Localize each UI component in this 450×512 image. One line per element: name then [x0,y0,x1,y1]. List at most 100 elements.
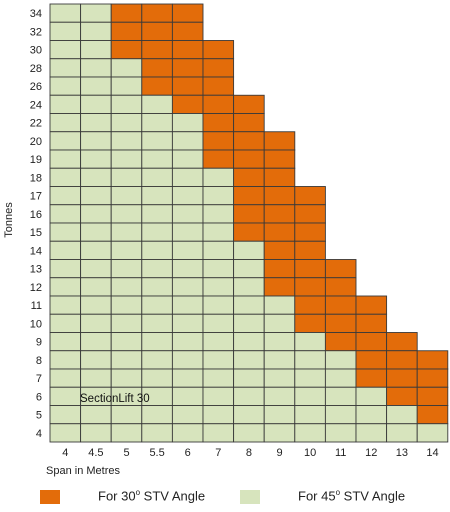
x-tick-label: 11 [335,447,346,459]
x-tick-label: 4 [62,447,68,459]
cell-14m-6t [416,386,449,406]
cell-13m-6t [386,386,418,406]
cell-9m-10t [263,313,296,333]
cell-6m-15t [171,222,204,242]
y-tick-label: 7 [36,373,42,385]
cell-4m-13t [49,259,82,279]
chart-cells [49,3,449,443]
cell-10m-11t [294,295,326,315]
cell-6m-20t [171,131,204,151]
cell-7m-30t [202,40,235,60]
cell-8m-10t [233,313,265,333]
y-tick-label: 6 [36,391,42,403]
cell-10m-4t [294,423,326,443]
cell-10m-9t [294,332,326,352]
cell-5m-34t [110,3,143,23]
cell-4.5m-11t [80,295,112,315]
cell-5.5m-19t [141,149,173,169]
cell-6m-8t [171,350,204,370]
cell-6m-7t [171,368,204,388]
cell-4.5m-5t [80,405,112,425]
cell-6m-9t [171,332,204,352]
cell-12m-9t [355,332,388,352]
cell-13m-5t [386,405,418,425]
cell-5m-28t [110,58,143,78]
cell-7m-26t [202,76,235,96]
cell-4.5m-19t [80,149,112,169]
cell-4m-20t [49,131,82,151]
cell-5m-7t [110,368,143,388]
cell-6m-4t [171,423,204,443]
cell-11m-12t [324,277,357,297]
cell-11m-4t [324,423,357,443]
cell-8m-7t [233,368,265,388]
cell-6m-12t [171,277,204,297]
cell-12m-4t [355,423,388,443]
y-tick-label: 9 [36,337,42,349]
cell-7m-5t [202,405,235,425]
cell-6m-28t [171,58,204,78]
cell-4.5m-34t [80,3,112,23]
cell-12m-6t [355,386,388,406]
cell-13m-7t [386,368,418,388]
chart-legend: For 30o STV Angle For 45o STV Angle [0,486,450,512]
cell-12m-8t [355,350,388,370]
cell-5.5m-13t [141,259,173,279]
cell-6m-30t [171,40,204,60]
cell-5.5m-28t [141,58,173,78]
cell-7m-9t [202,332,235,352]
cell-4m-16t [49,204,82,224]
cell-9m-5t [263,405,296,425]
cell-9m-12t [263,277,296,297]
cell-5m-15t [110,222,143,242]
cell-9m-19t [263,149,296,169]
cell-11m-7t [324,368,357,388]
cell-4m-7t [49,368,82,388]
cell-4m-24t [49,94,82,114]
cell-5m-22t [110,113,143,133]
cell-4m-30t [49,40,82,60]
y-tick-label: 24 [30,99,42,111]
cell-7m-10t [202,313,235,333]
cell-5.5m-14t [141,240,173,260]
cell-5m-19t [110,149,143,169]
cell-4.5m-24t [80,94,112,114]
cell-5.5m-4t [141,423,173,443]
cell-7m-17t [202,186,235,206]
cell-9m-18t [263,167,296,187]
cell-7m-28t [202,58,235,78]
cell-11m-5t [324,405,357,425]
cell-4.5m-8t [80,350,112,370]
cell-5m-26t [110,76,143,96]
cell-5.5m-26t [141,76,173,96]
cell-5m-20t [110,131,143,151]
cell-4.5m-28t [80,58,112,78]
cell-13m-9t [386,332,418,352]
cell-7m-12t [202,277,235,297]
cell-7m-15t [202,222,235,242]
cell-4.5m-18t [80,167,112,187]
cell-5m-17t [110,186,143,206]
cell-8m-17t [233,186,265,206]
cell-10m-17t [294,186,326,206]
cell-6m-5t [171,405,204,425]
cell-4.5m-26t [80,76,112,96]
cell-14m-8t [416,350,449,370]
cell-9m-7t [263,368,296,388]
cell-9m-9t [263,332,296,352]
y-tick-label: 14 [30,245,42,257]
cell-5.5m-9t [141,332,173,352]
cell-5.5m-10t [141,313,173,333]
cell-14m-4t [416,423,449,443]
cell-5.5m-5t [141,405,173,425]
cell-10m-16t [294,204,326,224]
cell-8m-4t [233,423,265,443]
cell-7m-14t [202,240,235,260]
cell-7m-7t [202,368,235,388]
x-tick-label: 6 [185,447,191,459]
cell-4m-5t [49,405,82,425]
cell-4m-6t [49,386,82,406]
cell-14m-5t [416,405,449,425]
cell-5m-4t [110,423,143,443]
cell-10m-6t [294,386,326,406]
